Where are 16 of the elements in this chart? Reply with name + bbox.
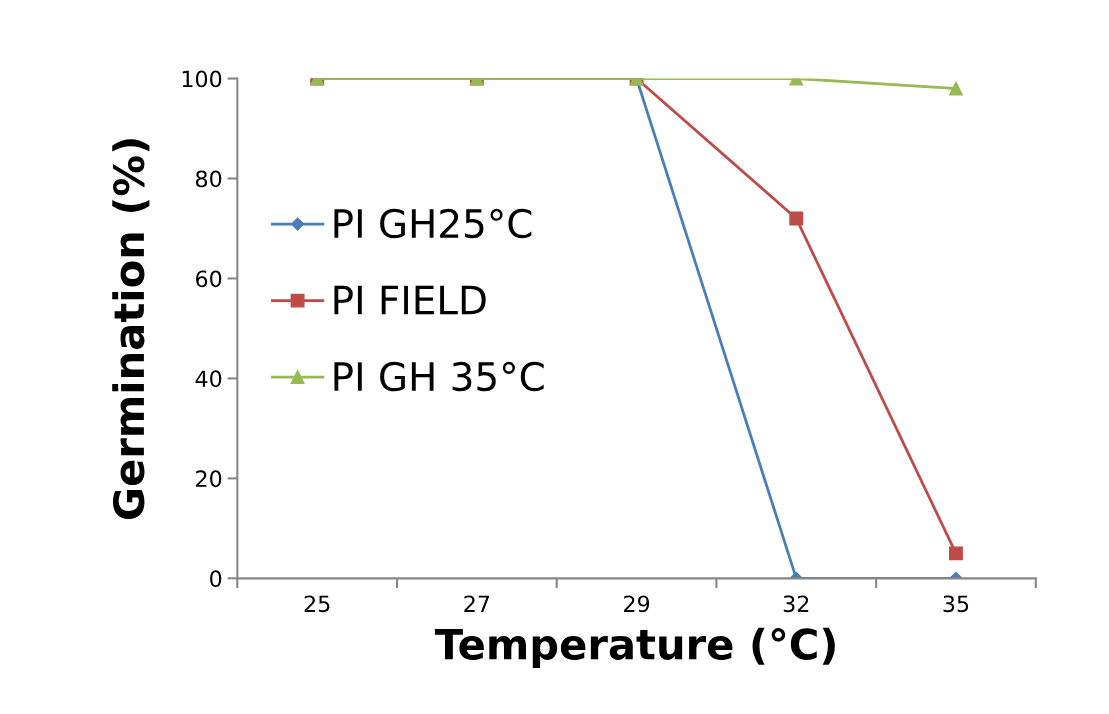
y-tick-label: 20 [196,470,222,488]
y-tick-label: 100 [182,70,222,88]
x-tick-label: 29 [624,595,650,613]
y-tick-label: 0 [210,570,222,588]
x-axis-title: Temperature (°C) [434,627,835,668]
y-tick-label: 80 [195,170,222,188]
y-tick-label: 40 [195,370,222,388]
y-axis-title: Germination (%) [112,139,150,520]
x-tick-label: 32 [783,595,809,613]
legend-label: PI GH25°C [334,208,532,239]
x-tick-label: 35 [943,595,969,613]
x-tick-label: 27 [464,595,490,612]
y-tick-label: 60 [196,270,222,288]
legend-label: PI GH 35°C [334,361,544,392]
legend-label: PI FIELD [334,285,486,315]
x-tick-label: 25 [304,595,330,613]
